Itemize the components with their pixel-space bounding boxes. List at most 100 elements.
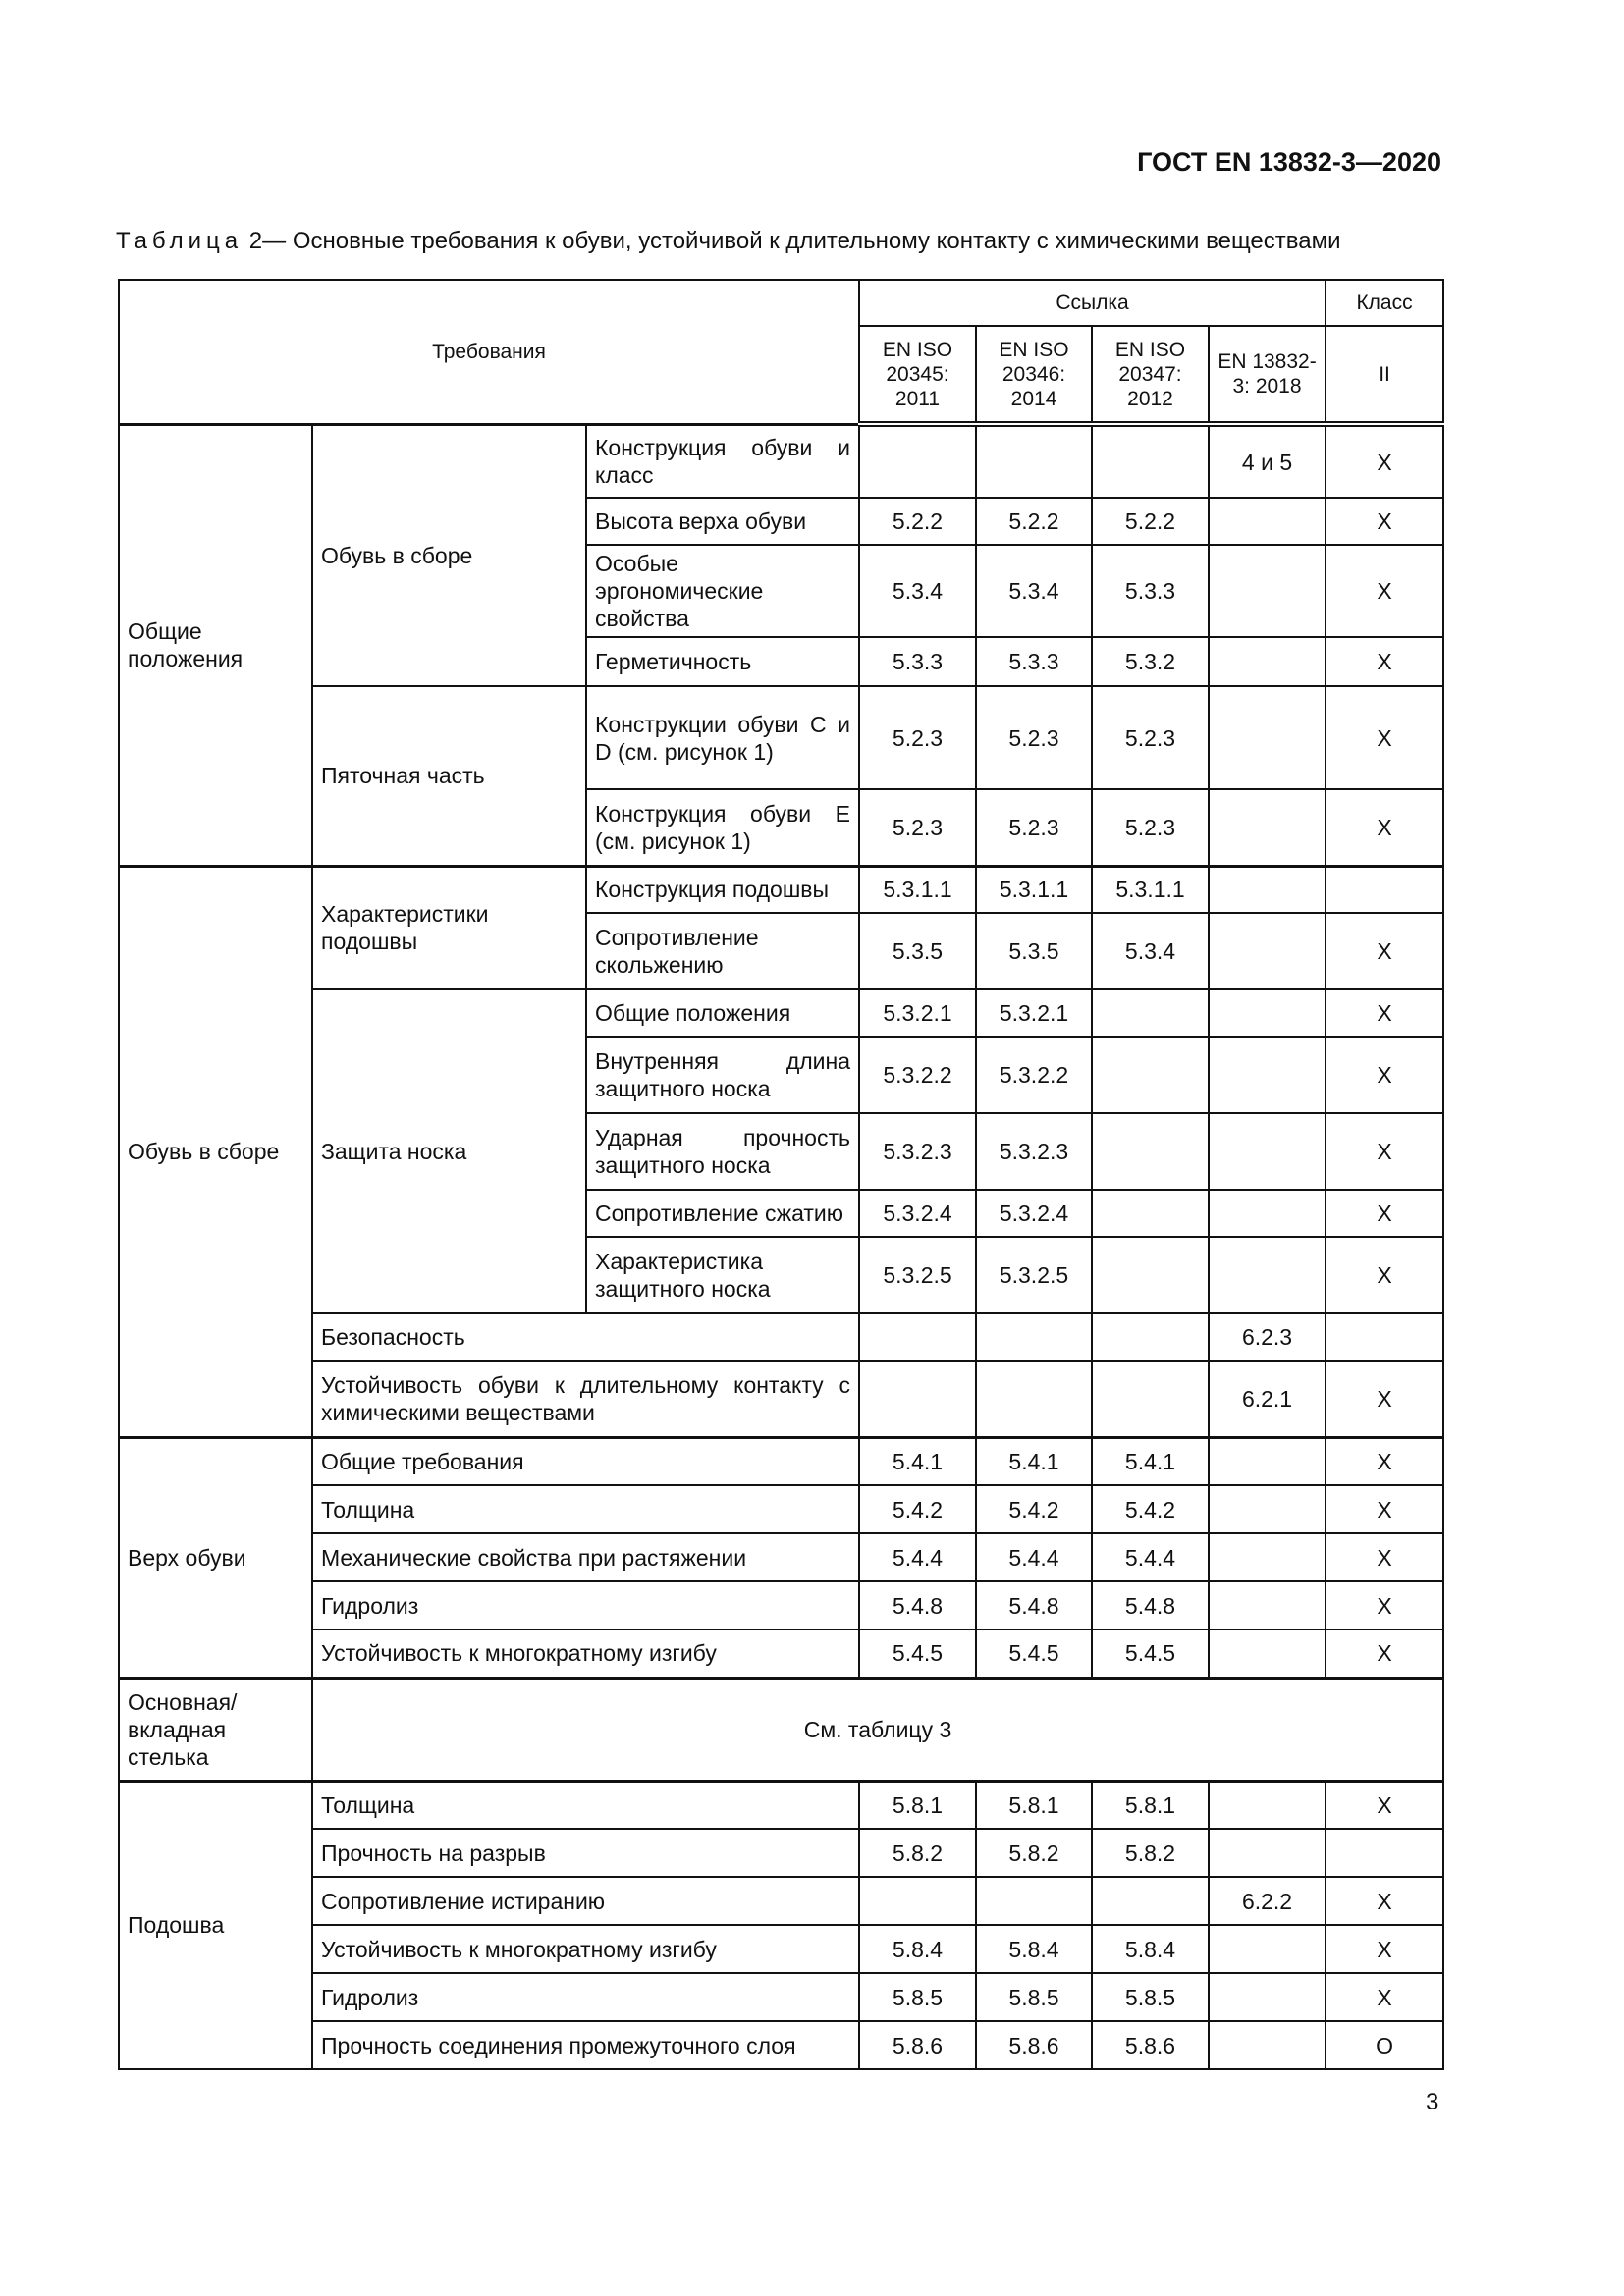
reference-cell: 5.3.4 — [1091, 912, 1210, 990]
table-row: Внутренняя длина защитного носка 5.3.2.2 5… — [119, 1036, 1445, 1114]
header-class-value: II — [1325, 325, 1445, 427]
requirement-label: Устойчивость к многократному изгибу — [311, 1629, 860, 1679]
reference-cell: 5.2.2 — [1091, 497, 1210, 546]
requirement-label: Прочность на разрыв — [311, 1828, 860, 1878]
class-cell — [1325, 864, 1445, 914]
reference-cell: 5.3.3 — [1091, 544, 1210, 638]
requirement-label: Гидролиз — [311, 1972, 860, 2022]
reference-cell — [1091, 1360, 1210, 1438]
class-cell: X — [1325, 788, 1445, 867]
table-row: Конструкция обуви E (см. рисунок 1) 5.2.3… — [119, 788, 1445, 867]
reference-cell — [1091, 422, 1210, 499]
requirement-label: Герметичность — [585, 636, 860, 687]
reference-cell: 5.8.2 — [975, 1828, 1093, 1878]
table-row: Высота верха обуви 5.2.2 5.2.2 5.2.2 X — [119, 497, 1445, 546]
section-label: Верх обуви — [118, 1435, 313, 1679]
reference-cell: 5.3.2.1 — [975, 988, 1093, 1038]
reference-cell: 5.4.8 — [975, 1580, 1093, 1630]
reference-cell: 5.3.5 — [858, 912, 977, 990]
reference-cell — [1207, 988, 1327, 1038]
caption-separator: — — [262, 228, 287, 254]
page-number: 3 — [1426, 2089, 1439, 2115]
table-row: Устойчивость к многократному изгибу 5.4.5… — [119, 1629, 1445, 1679]
requirement-label: Ударная прочность защитного носка — [585, 1112, 860, 1191]
table-row: Прочность соединения промежуточного слоя… — [119, 2020, 1445, 2070]
table-row: Устойчивость обуви к длительному контакт… — [119, 1360, 1445, 1438]
requirement-label: Толщина — [311, 1484, 860, 1534]
reference-cell: 5.4.4 — [1091, 1532, 1210, 1582]
reference-cell — [1091, 1876, 1210, 1926]
reference-cell — [1207, 788, 1327, 867]
reference-cell: 5.3.2.2 — [975, 1036, 1093, 1114]
class-cell — [1325, 1312, 1445, 1362]
reference-cell: 5.8.5 — [1091, 1972, 1210, 2022]
reference-cell: 5.4.5 — [975, 1629, 1093, 1679]
reference-cell — [975, 1360, 1093, 1438]
class-cell: X — [1325, 1435, 1445, 1486]
class-cell: O — [1325, 2020, 1445, 2070]
reference-cell: 5.2.3 — [1091, 788, 1210, 867]
reference-cell — [1091, 1036, 1210, 1114]
reference-cell: 5.4.5 — [1091, 1629, 1210, 1679]
reference-cell: 5.8.4 — [858, 1924, 977, 1974]
reference-cell: 5.4.2 — [858, 1484, 977, 1534]
class-cell: X — [1325, 988, 1445, 1038]
class-cell: X — [1325, 1112, 1445, 1191]
requirements-table: Требования Ссылка Класс EN ISO 20345: 20… — [118, 279, 1445, 2070]
table-row: Защита носка Общие положения 5.3.2.1 5.3.2.… — [119, 988, 1445, 1314]
requirement-label: Характеристика защитного носка — [585, 1236, 860, 1314]
reference-cell: 5.4.1 — [975, 1435, 1093, 1486]
reference-cell: 5.2.2 — [975, 497, 1093, 546]
requirement-label: Общие положения — [585, 988, 860, 1038]
caption-title: Основные требования к обуви, устойчивой … — [292, 228, 1341, 254]
class-cell: X — [1325, 1924, 1445, 1974]
reference-cell: 5.2.3 — [1091, 685, 1210, 790]
reference-cell: 5.2.3 — [858, 685, 977, 790]
class-cell: X — [1325, 1779, 1445, 1830]
reference-cell — [858, 1312, 977, 1362]
reference-cell: 4 и 5 — [1207, 422, 1327, 499]
reference-cell: 5.4.2 — [1091, 1484, 1210, 1534]
class-cell: X — [1325, 1236, 1445, 1314]
class-cell: X — [1325, 1484, 1445, 1534]
reference-cell: 5.2.3 — [858, 788, 977, 867]
subsection-label: Пяточная часть — [311, 685, 587, 867]
reference-cell — [1207, 685, 1327, 790]
reference-cell — [858, 1360, 977, 1438]
caption-number: 2 — [248, 228, 263, 254]
reference-cell: 5.8.5 — [858, 1972, 977, 2022]
header-reference: Ссылка — [857, 279, 1327, 327]
reference-cell — [1091, 1236, 1210, 1314]
section-label: Подошва — [118, 1779, 313, 2070]
reference-cell — [1207, 864, 1327, 914]
header-standard: EN ISO 20347: 2012 — [1091, 325, 1210, 427]
section-label: Обувь в сборе — [118, 864, 313, 1438]
table-row: Сопротивление сжатию 5.3.2.4 5.3.2.4 X — [119, 1189, 1445, 1238]
reference-cell: 5.3.5 — [975, 912, 1093, 990]
reference-cell — [1207, 1484, 1327, 1534]
reference-cell: 5.8.6 — [858, 2020, 977, 2070]
class-cell — [1325, 1828, 1445, 1878]
header-class: Класс — [1325, 279, 1445, 327]
reference-cell — [1091, 1112, 1210, 1191]
reference-cell — [858, 422, 977, 499]
reference-cell: 5.3.2.1 — [858, 988, 977, 1038]
requirement-label: Механические свойства при растяжении — [311, 1532, 860, 1582]
table-row: Гидролиз 5.8.5 5.8.5 5.8.5 X — [119, 1972, 1445, 2022]
reference-cell: 5.3.2.4 — [975, 1189, 1093, 1238]
table-row: Ударная прочность защитного носка 5.3.2.3… — [119, 1112, 1445, 1191]
reference-cell: 5.4.4 — [975, 1532, 1093, 1582]
reference-cell — [1207, 912, 1327, 990]
class-cell: X — [1325, 1972, 1445, 2022]
table-row: Верх обуви Общие требования 5.4.1 5.4.1 5.4.… — [118, 1435, 1445, 1679]
requirement-label: Особые эргономические свойства — [585, 544, 860, 638]
table-caption: Таблица 2— Основные требования к обуви, … — [116, 228, 1341, 255]
requirement-label: Прочность соединения промежуточного слоя — [311, 2020, 860, 2070]
reference-cell — [1207, 1629, 1327, 1679]
reference-cell — [1091, 1189, 1210, 1238]
table-row: Подошва Толщина 5.8.1 5.8.1 5.8.1 X — [118, 1779, 1445, 2070]
class-cell: X — [1325, 912, 1445, 990]
class-cell: X — [1325, 1629, 1445, 1679]
requirement-label: Устойчивость к многократному изгибу — [311, 1924, 860, 1974]
reference-cell — [1091, 988, 1210, 1038]
